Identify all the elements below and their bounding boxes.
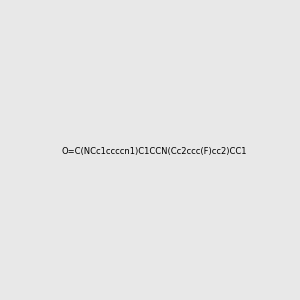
Text: O=C(NCc1ccccn1)C1CCN(Cc2ccc(F)cc2)CC1: O=C(NCc1ccccn1)C1CCN(Cc2ccc(F)cc2)CC1	[61, 147, 247, 156]
